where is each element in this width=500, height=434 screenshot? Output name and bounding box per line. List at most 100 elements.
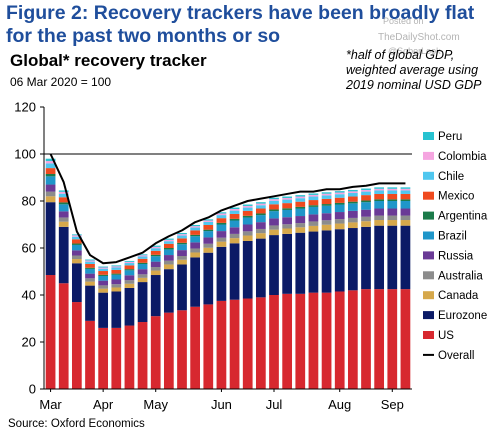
bar-brazil <box>98 275 109 281</box>
bar-mexico <box>347 196 358 202</box>
bar-canada <box>255 233 266 239</box>
bar-canada <box>308 225 319 232</box>
bar-russia <box>216 231 227 238</box>
bar-peru <box>58 190 69 192</box>
bar-argentina <box>334 202 345 205</box>
bar-australia <box>124 280 135 284</box>
bar-russia <box>203 237 214 244</box>
bar-peru <box>361 188 371 190</box>
bar-us <box>361 289 371 390</box>
bar-colombia <box>387 188 398 191</box>
bar-mexico <box>255 208 266 214</box>
bar-brazil <box>400 201 411 209</box>
bar-canada <box>203 247 214 253</box>
bar-colombia <box>361 189 371 192</box>
bar-chile <box>334 194 345 198</box>
bar-us <box>98 327 109 389</box>
bar-peru <box>321 192 332 194</box>
y-tick-label: 0 <box>29 382 36 397</box>
bar-us <box>190 306 201 389</box>
bar-us <box>71 302 82 389</box>
bar-eurozone <box>282 233 293 294</box>
bar-australia <box>190 248 201 253</box>
bar-eurozone <box>216 246 227 301</box>
bar-canada <box>282 228 293 234</box>
bar-chile <box>282 199 293 204</box>
bar-chile <box>111 267 122 270</box>
bar-colombia <box>308 194 319 197</box>
bar-brazil <box>45 176 56 185</box>
bar-brazil <box>229 220 240 228</box>
bar-russia <box>98 280 109 286</box>
bar-chile <box>347 193 358 197</box>
y-tick-label: 20 <box>22 335 36 350</box>
bar-argentina <box>190 234 201 237</box>
chart-footnote: *half of global GDP, weighted average us… <box>346 48 482 92</box>
bar-australia <box>308 221 319 226</box>
legend-label-australia: Australia <box>438 270 483 282</box>
bar-colombia <box>111 266 122 268</box>
bar-peru <box>137 254 148 256</box>
bar-russia <box>229 227 240 234</box>
x-tick-label: May <box>143 397 168 412</box>
bar-canada <box>163 264 174 270</box>
x-tick-label: Aug <box>328 397 351 412</box>
bar-peru <box>347 189 358 192</box>
bar-russia <box>387 208 398 216</box>
bar-russia <box>347 210 358 218</box>
bar-us <box>229 299 240 389</box>
bar-australia <box>242 231 253 236</box>
bar-chile <box>295 198 306 202</box>
bar-colombia <box>216 213 227 216</box>
bar-argentina <box>150 254 161 257</box>
bar-mexico <box>295 201 306 207</box>
bar-us <box>216 300 227 390</box>
bar-eurozone <box>190 257 201 307</box>
x-tick-label: Apr <box>93 397 114 412</box>
bar-chile <box>321 195 332 199</box>
bar-eurozone <box>45 202 56 276</box>
bar-peru <box>282 196 293 198</box>
bar-brazil <box>58 204 69 212</box>
bar-mexico <box>124 265 135 270</box>
bar-us <box>124 325 135 389</box>
bar-chile <box>137 256 148 259</box>
bar-mexico <box>242 210 253 216</box>
bar-eurozone <box>347 228 358 291</box>
bar-canada <box>321 224 332 231</box>
bar-mexico <box>400 193 411 200</box>
bar-eurozone <box>98 292 109 328</box>
bar-canada <box>190 252 201 258</box>
legend-label-overall: Overall <box>438 350 474 362</box>
bar-colombia <box>295 196 306 199</box>
bar-canada <box>111 287 122 292</box>
bar-colombia <box>400 188 411 191</box>
bar-argentina <box>242 215 253 218</box>
bar-brazil <box>150 256 161 262</box>
bar-mexico <box>177 238 187 243</box>
legend-swatch-us <box>423 331 434 339</box>
bar-canada <box>71 259 82 264</box>
bar-argentina <box>45 173 56 177</box>
watermark-posted-on: Posted on <box>383 16 424 26</box>
bar-argentina <box>137 262 148 264</box>
bar-eurozone <box>295 232 306 294</box>
bar-brazil <box>361 202 371 210</box>
bar-eurozone <box>85 285 95 321</box>
x-tick-label: Jul <box>266 397 283 412</box>
y-tick-label: 120 <box>14 100 36 115</box>
legend-swatch-russia <box>423 251 434 260</box>
bar-brazil <box>269 211 279 219</box>
bar-canada <box>374 220 385 226</box>
bar-brazil <box>216 224 227 232</box>
legend-label-argentina: Argentina <box>438 211 488 223</box>
bar-us <box>400 289 411 390</box>
bar-mexico <box>98 271 109 275</box>
bar-argentina <box>216 222 227 225</box>
bar-canada <box>269 229 279 236</box>
legend-label-russia: Russia <box>438 250 474 262</box>
bar-australia <box>71 255 82 260</box>
bar-colombia <box>163 239 174 242</box>
legend-swatch-chile <box>423 171 434 180</box>
bar-chile <box>71 236 82 240</box>
